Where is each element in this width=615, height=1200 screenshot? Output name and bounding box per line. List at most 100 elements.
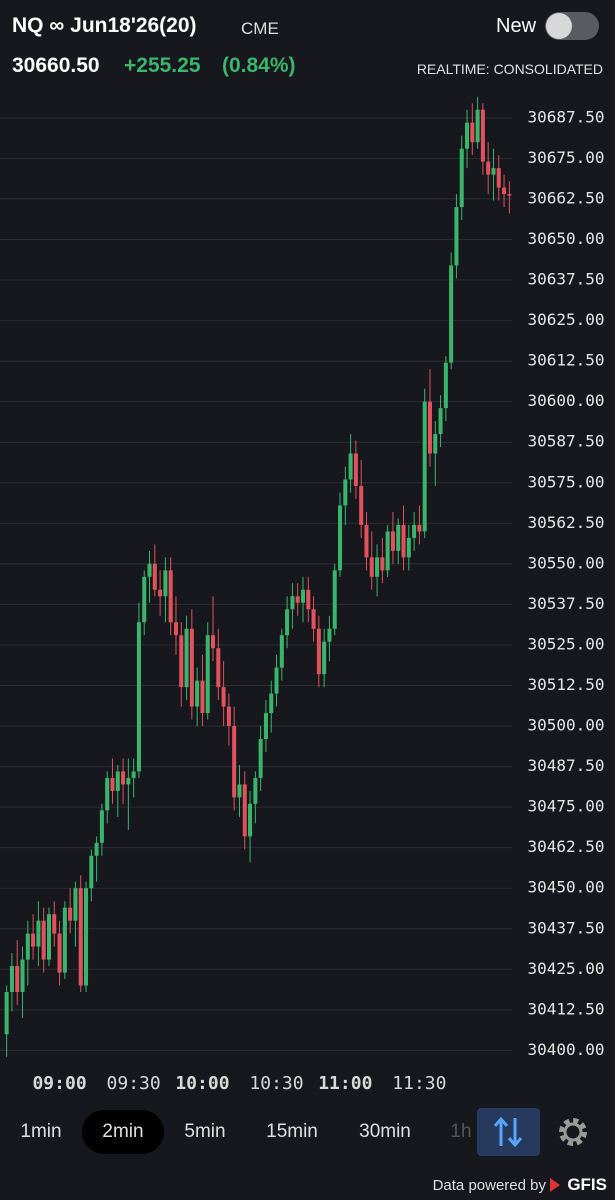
- y-tick-label: 30562.50: [527, 513, 604, 532]
- y-tick-label: 30487.50: [527, 756, 604, 775]
- candle-body: [216, 648, 221, 688]
- interval-tab[interactable]: 1h: [450, 1121, 472, 1142]
- feed: REALTIME: CONSOLIDATED: [416, 61, 603, 77]
- candle-body: [142, 576, 147, 623]
- y-tick-label: 30475.00: [527, 797, 604, 816]
- candle-body: [364, 524, 369, 558]
- candle-body: [285, 609, 290, 636]
- candle-body: [131, 771, 136, 778]
- y-tick-label: 30650.00: [527, 229, 604, 248]
- candle-body: [73, 888, 78, 921]
- candle-body: [221, 687, 226, 707]
- candle-body: [412, 524, 417, 538]
- candle-body: [163, 570, 168, 597]
- candle-body: [173, 622, 178, 636]
- candle-body: [237, 784, 242, 798]
- candle-body: [274, 667, 279, 694]
- candle-body: [438, 408, 443, 435]
- candle-body: [433, 434, 438, 454]
- candle-body: [211, 635, 216, 649]
- candle-body: [300, 589, 305, 603]
- y-tick-label: 30412.50: [527, 999, 604, 1018]
- interval-tab[interactable]: 15min: [266, 1121, 318, 1142]
- candle-body: [475, 109, 480, 143]
- candle-body: [306, 589, 311, 610]
- y-tick-label: 30450.00: [527, 878, 604, 897]
- candle-body: [110, 777, 115, 791]
- symbol: NQ ∞ Jun18'26(20): [12, 14, 197, 37]
- candle-body: [427, 401, 432, 454]
- candle-body: [338, 505, 343, 571]
- candle-body: [480, 109, 485, 162]
- candle-body: [470, 122, 475, 143]
- interval-tab[interactable]: 5min: [184, 1121, 226, 1142]
- candle-body: [507, 194, 512, 196]
- x-tick-label: 11:30: [392, 1073, 446, 1094]
- candle-body: [486, 161, 491, 175]
- candle-body: [189, 628, 194, 707]
- sort-button[interactable]: [477, 1108, 540, 1156]
- candle-body: [121, 771, 126, 785]
- y-tick-label: 30637.50: [527, 270, 604, 289]
- candle-body: [94, 842, 99, 856]
- candle-body: [353, 453, 358, 486]
- candle-body: [390, 531, 395, 551]
- candle-body: [406, 537, 411, 558]
- toggle[interactable]: [545, 12, 599, 40]
- candle-body: [269, 693, 274, 714]
- candle-body: [52, 914, 57, 934]
- candle-body: [46, 914, 51, 960]
- candle-body: [9, 966, 14, 993]
- candle-body: [179, 635, 184, 688]
- candle-body: [295, 596, 300, 603]
- candle-body: [322, 641, 327, 675]
- candle-body: [449, 265, 454, 363]
- y-tick-label: 30500.00: [527, 716, 604, 735]
- candle-body: [491, 168, 496, 175]
- candle-body: [327, 628, 332, 642]
- candle-body: [279, 635, 284, 668]
- change-pct: (0.84%): [222, 54, 296, 77]
- y-tick-label: 30525.00: [527, 634, 604, 653]
- interval-tab[interactable]: 2min: [82, 1110, 164, 1154]
- interval-tab[interactable]: 30min: [359, 1121, 411, 1142]
- y-tick-label: 30625.00: [527, 310, 604, 329]
- candle-body: [232, 726, 237, 798]
- x-tick-label: 11:00: [318, 1073, 372, 1094]
- y-tick-label: 30662.50: [527, 188, 604, 207]
- toggle-label: New: [496, 15, 537, 37]
- candle-body: [205, 635, 210, 714]
- y-tick-label: 30400.00: [527, 1040, 604, 1059]
- footer-brand: GFIS: [567, 1175, 607, 1194]
- candle-body: [62, 907, 67, 973]
- settings-icon[interactable]: [555, 1114, 591, 1150]
- candle-body: [332, 570, 337, 629]
- x-tick-label: 10:30: [249, 1073, 303, 1094]
- candle-body: [36, 920, 41, 947]
- y-tick-label: 30675.00: [527, 148, 604, 167]
- candle-body: [502, 187, 507, 195]
- y-tick-label: 30600.00: [527, 391, 604, 410]
- candle-body: [226, 706, 231, 727]
- candle-body: [417, 524, 422, 532]
- candle-body: [253, 777, 258, 804]
- toggle-knob: [546, 13, 572, 39]
- candle-body: [248, 803, 253, 837]
- candle-body: [443, 362, 448, 409]
- y-tick-label: 30587.50: [527, 432, 604, 451]
- change: +255.25: [124, 54, 201, 77]
- candle-body: [115, 771, 120, 791]
- candle-body: [126, 777, 131, 785]
- x-tick-label: 10:00: [175, 1073, 229, 1094]
- candle-body: [20, 959, 25, 993]
- candle-body: [343, 479, 348, 506]
- x-tick-label: 09:30: [107, 1073, 161, 1094]
- candle-body: [496, 168, 501, 188]
- candle-body: [465, 122, 470, 149]
- interval-tab[interactable]: 1min: [20, 1121, 62, 1142]
- exchange: CME: [241, 19, 279, 38]
- candle-body: [459, 148, 464, 208]
- candle-body: [147, 563, 152, 577]
- candle-body: [200, 680, 205, 714]
